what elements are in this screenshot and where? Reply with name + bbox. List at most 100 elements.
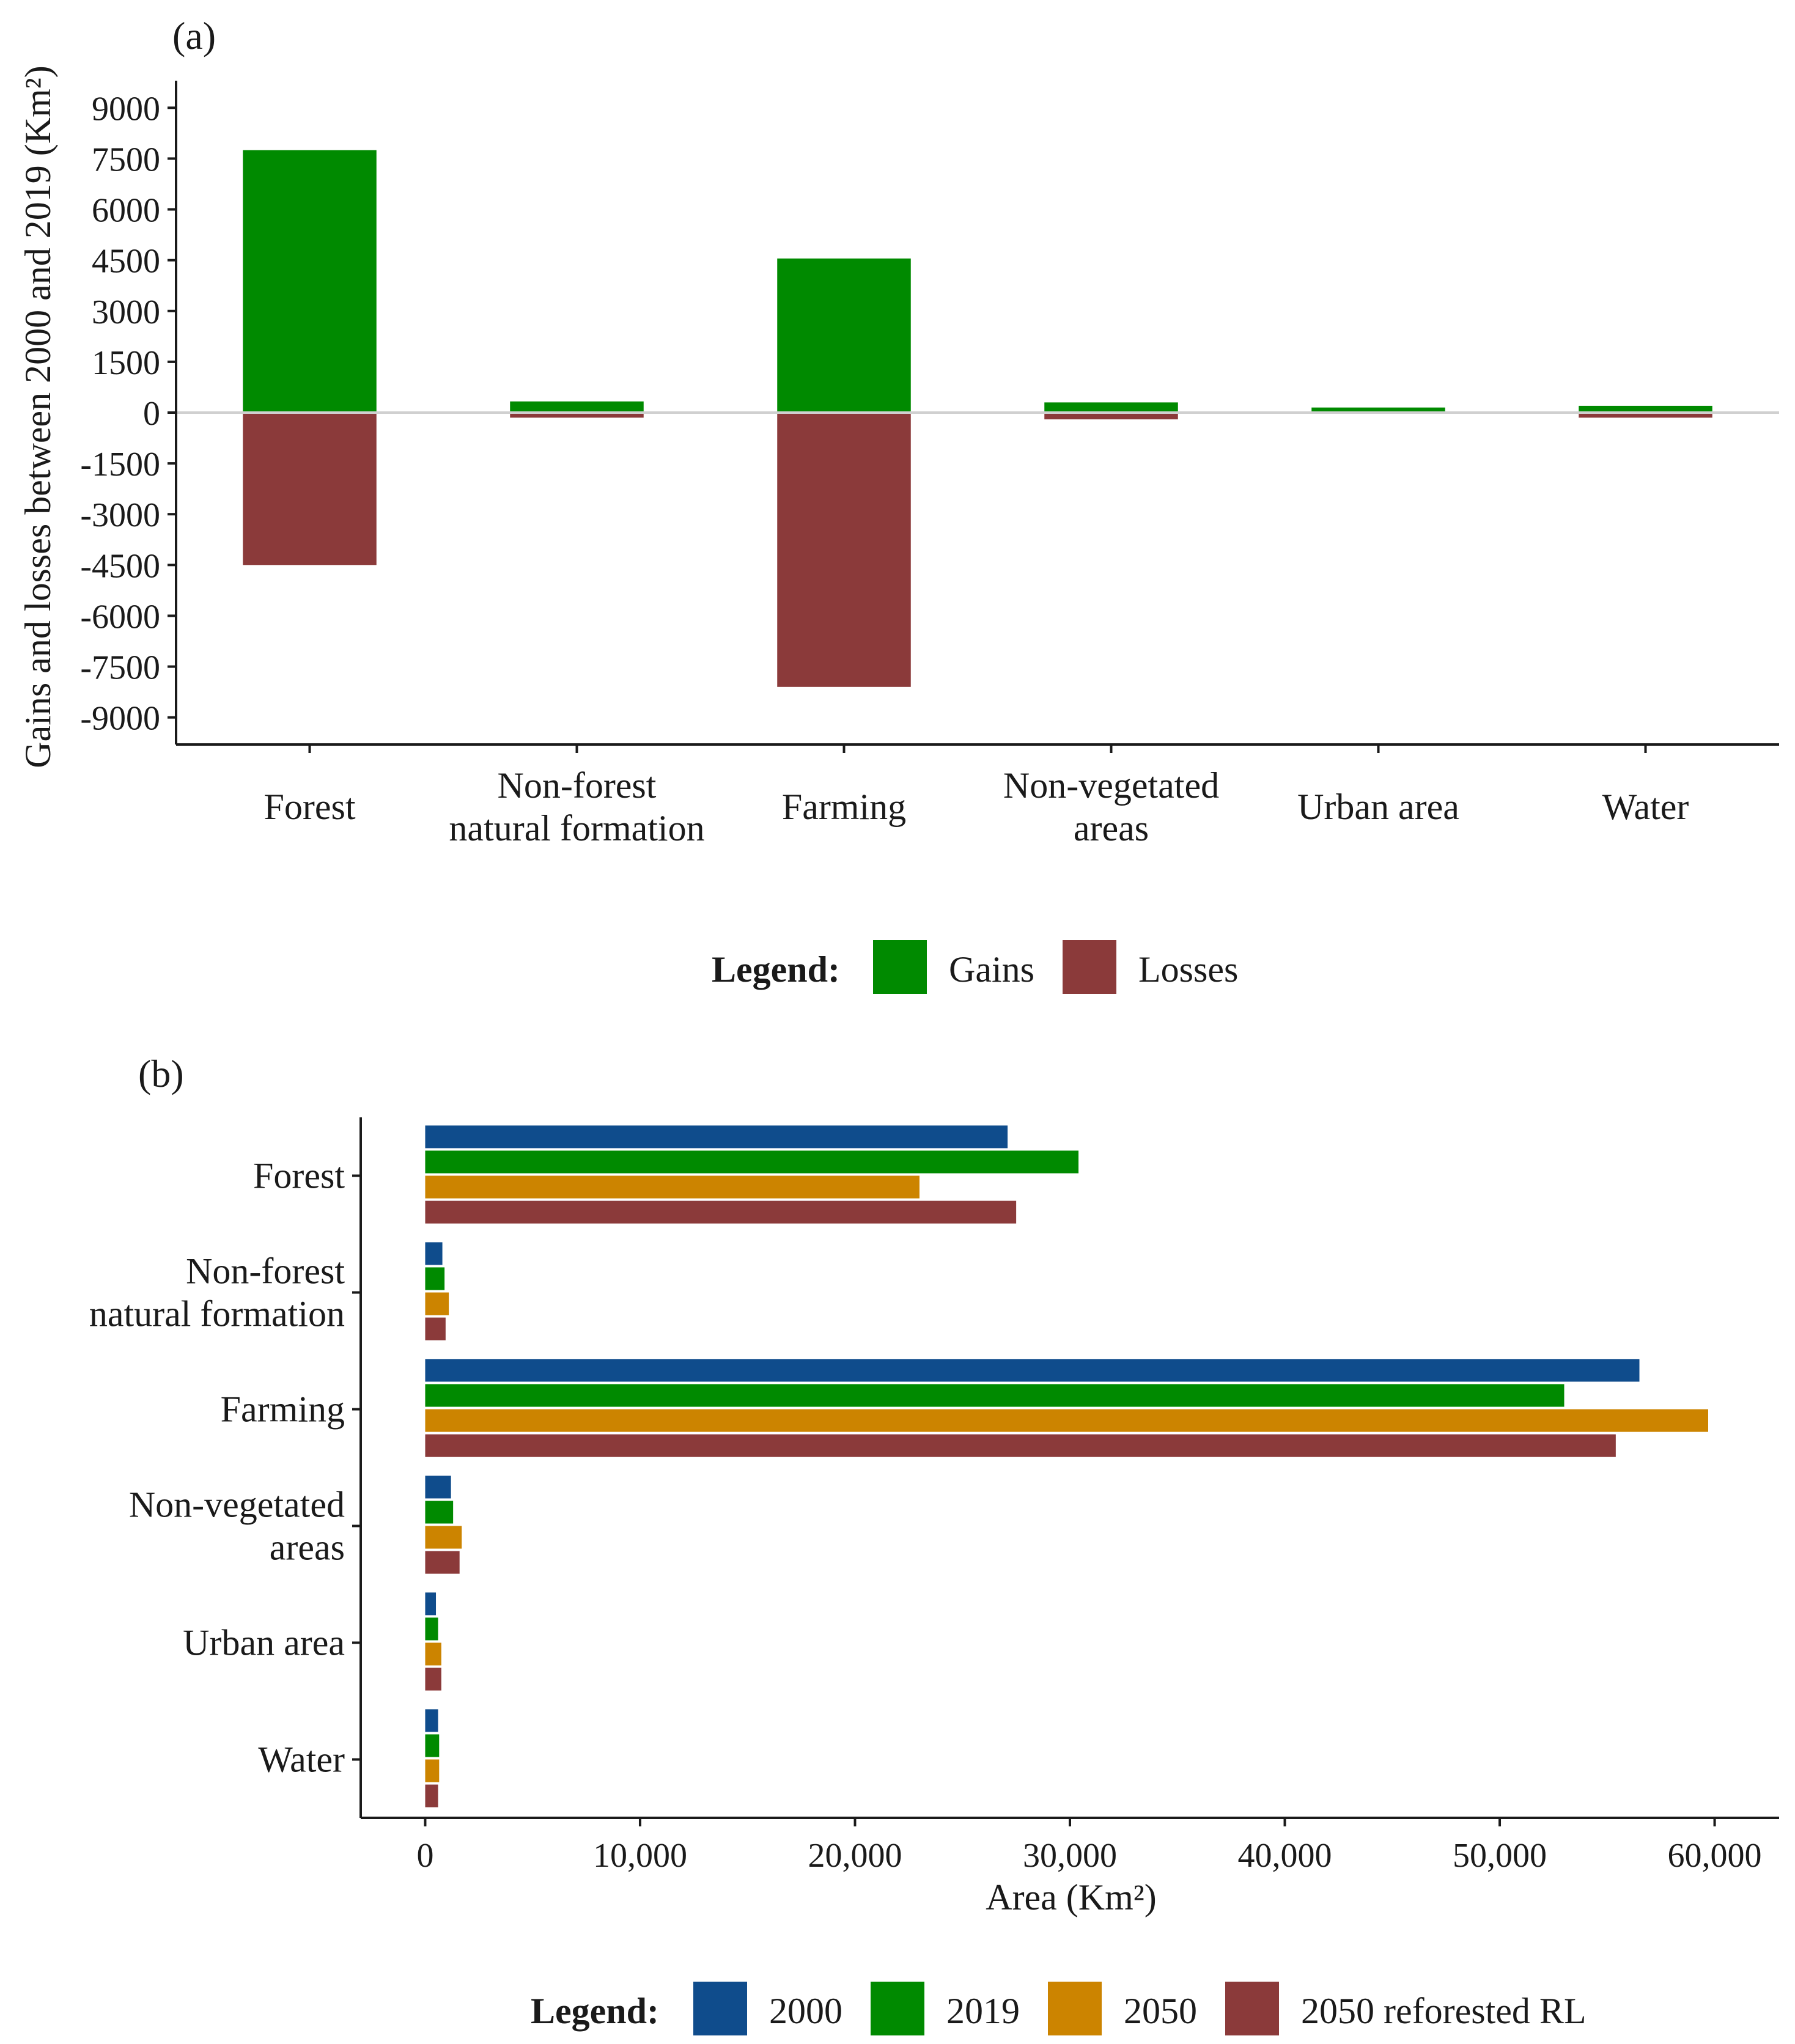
y-category-label: areas <box>270 1527 345 1568</box>
panel-b-x-axis-title: Area (Km²) <box>986 1877 1157 1917</box>
x-tick-label: 40,000 <box>1238 1837 1332 1875</box>
bar-losses-water <box>1579 413 1712 418</box>
bar-2050-reforested-rl-forest <box>425 1200 1017 1224</box>
panel-b-bars <box>425 1125 1708 1807</box>
y-category-label: Non-vegetated <box>129 1485 345 1525</box>
y-category-label: Non-forest <box>186 1251 345 1292</box>
y-category-label: natural formation <box>89 1294 345 1334</box>
legend-label-losses: Losses <box>1138 949 1238 990</box>
y-category-label: Urban area <box>183 1623 345 1663</box>
bar-2050-farming <box>425 1409 1708 1432</box>
x-category-label: Forest <box>264 787 356 827</box>
panel-a-legend: Legend: Gains Losses <box>712 940 1238 994</box>
bar-2050-non-vegetated-areas <box>425 1526 462 1549</box>
panel-a-legend-title: Legend: <box>712 949 840 990</box>
y-tick-label: 3000 <box>92 293 160 331</box>
y-tick-label: -7500 <box>80 649 160 687</box>
x-tick-label: 10,000 <box>593 1837 687 1875</box>
x-category-label: Water <box>1602 787 1689 827</box>
legend-label-2050: 2050 <box>1124 1991 1197 2031</box>
bar-2050-urban-area <box>425 1642 441 1666</box>
bar-2050-reforested-rl-non-forest-natural-formation <box>425 1317 446 1340</box>
legend-swatch-losses <box>1063 940 1116 994</box>
y-tick-label: 9000 <box>92 90 160 128</box>
bar-2050-reforested-rl-urban-area <box>425 1667 441 1691</box>
panel-b-legend: Legend: 2000 2019 2050 2050 reforested RL <box>531 1982 1587 2035</box>
legend-label-gains: Gains <box>949 949 1034 990</box>
x-tick-label: 30,000 <box>1023 1837 1117 1875</box>
y-tick-label: 4500 <box>92 243 160 281</box>
bar-2019-urban-area <box>425 1617 438 1641</box>
bar-2000-urban-area <box>425 1592 437 1616</box>
x-tick-label: 20,000 <box>808 1837 902 1875</box>
bar-2000-non-vegetated-areas <box>425 1476 451 1499</box>
bar-gains-urban-area <box>1311 407 1445 413</box>
bar-losses-forest <box>243 413 377 565</box>
y-tick-label: 0 <box>143 395 160 433</box>
bar-2050-reforested-rl-water <box>425 1784 438 1807</box>
bar-2050-reforested-rl-non-vegetated-areas <box>425 1551 460 1574</box>
legend-swatch-2019 <box>871 1982 924 2035</box>
bar-losses-non-forest-natural-formation <box>510 413 644 418</box>
y-tick-label: -9000 <box>80 700 160 738</box>
x-tick-label: 0 <box>416 1837 433 1875</box>
panel-b-x-axis-ticks: 0 10,000 20,000 30,000 40,000 50,000 60,000 <box>416 1818 1762 1875</box>
bar-2000-water <box>425 1709 438 1732</box>
bar-2019-water <box>425 1734 440 1757</box>
x-category-label: Non-forest <box>498 765 657 806</box>
bar-gains-water <box>1579 405 1712 413</box>
panel-a-y-axis-title: Gains and losses between 2000 and 2019 (… <box>18 65 58 768</box>
x-category-label: Farming <box>782 787 906 827</box>
panel-a-gains-losses-chart: (a) Gains and losses between 2000 and 20… <box>18 14 1779 994</box>
y-tick-label: -6000 <box>80 598 160 636</box>
bar-gains-forest <box>243 150 377 413</box>
bar-2019-non-forest-natural-formation <box>425 1267 445 1290</box>
bar-2050-forest <box>425 1175 920 1199</box>
x-category-label: Urban area <box>1297 787 1459 827</box>
x-tick-label: 60,000 <box>1668 1837 1762 1875</box>
legend-swatch-2050-reforested-rl <box>1225 1982 1279 2035</box>
legend-swatch-2000 <box>693 1982 747 2035</box>
y-tick-label: -4500 <box>80 547 160 585</box>
y-tick-label: 7500 <box>92 141 160 178</box>
panel-a-y-axis-ticks: 9000 7500 6000 4500 3000 1500 0 -1500 -3000 -4500… <box>80 90 176 738</box>
panel-a-bars <box>243 150 1712 687</box>
legend-label-2050-reforested-rl: 2050 reforested RL <box>1301 1991 1587 2031</box>
bar-2019-farming <box>425 1384 1565 1407</box>
legend-label-2019: 2019 <box>946 1991 1020 2031</box>
bar-2050-water <box>425 1759 440 1782</box>
bar-2000-forest <box>425 1125 1008 1149</box>
bar-gains-non-vegetated-areas <box>1044 402 1178 413</box>
panel-b-legend-title: Legend: <box>531 1991 659 2031</box>
x-category-label: natural formation <box>449 808 704 848</box>
panel-a-label: (a) <box>172 14 216 57</box>
y-tick-label: -3000 <box>80 496 160 534</box>
bar-gains-farming <box>777 258 911 413</box>
y-tick-label: 6000 <box>92 192 160 230</box>
bar-losses-non-vegetated-areas <box>1044 413 1178 420</box>
x-category-label: areas <box>1074 808 1149 848</box>
bar-2050-reforested-rl-farming <box>425 1434 1616 1457</box>
legend-label-2000: 2000 <box>769 1991 842 2031</box>
bar-2019-forest <box>425 1150 1079 1174</box>
bar-losses-farming <box>777 413 911 687</box>
y-tick-label: 1500 <box>92 344 160 382</box>
y-tick-label: -1500 <box>80 446 160 483</box>
legend-swatch-2050 <box>1048 1982 1102 2035</box>
x-category-label: Non-vegetated <box>1003 765 1219 806</box>
x-tick-label: 50,000 <box>1453 1837 1547 1875</box>
bar-2000-farming <box>425 1359 1640 1382</box>
bar-2000-non-forest-natural-formation <box>425 1242 443 1265</box>
legend-swatch-gains <box>873 940 927 994</box>
y-category-label: Farming <box>221 1389 345 1430</box>
bar-2019-non-vegetated-areas <box>425 1501 454 1524</box>
panel-b-label: (b) <box>138 1052 184 1095</box>
y-category-label: Water <box>258 1740 345 1780</box>
bar-2050-non-forest-natural-formation <box>425 1292 449 1315</box>
y-category-label: Forest <box>253 1156 345 1196</box>
bar-gains-non-forest-natural-formation <box>510 401 644 413</box>
